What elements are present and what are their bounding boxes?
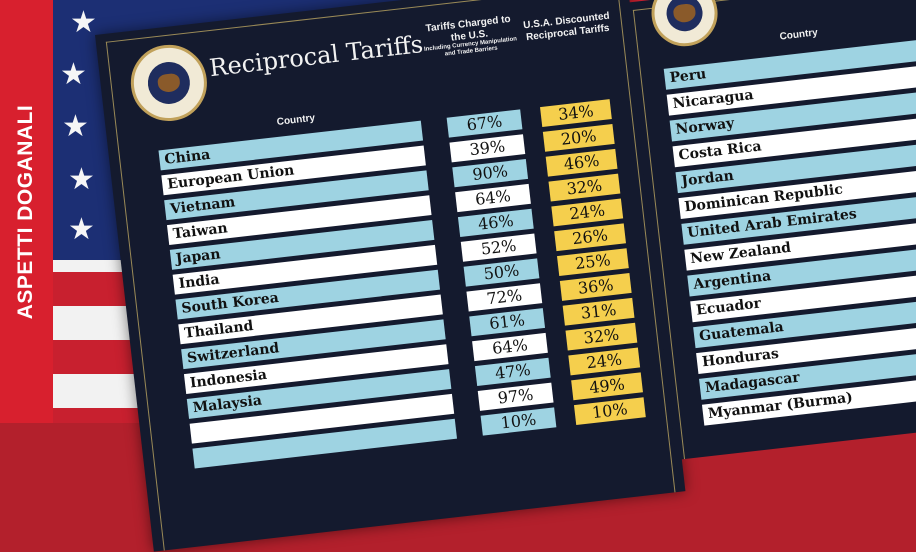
star-icon: ★ [68, 212, 95, 247]
tariff-board-right: Country Peru Nicaragua Norway Costa Rica… [624, 0, 916, 461]
star-icon: ★ [68, 162, 95, 197]
star-icon: ★ [60, 57, 87, 92]
star-icon: ★ [62, 109, 89, 144]
banner-text: ASPETTI DOGANALI [14, 104, 37, 320]
star-icon: ★ [70, 5, 97, 40]
tariff-board-left: Reciprocal Tariffs Country Tariffs Charg… [95, 0, 686, 552]
category-banner: ASPETTI DOGANALI [0, 0, 53, 423]
